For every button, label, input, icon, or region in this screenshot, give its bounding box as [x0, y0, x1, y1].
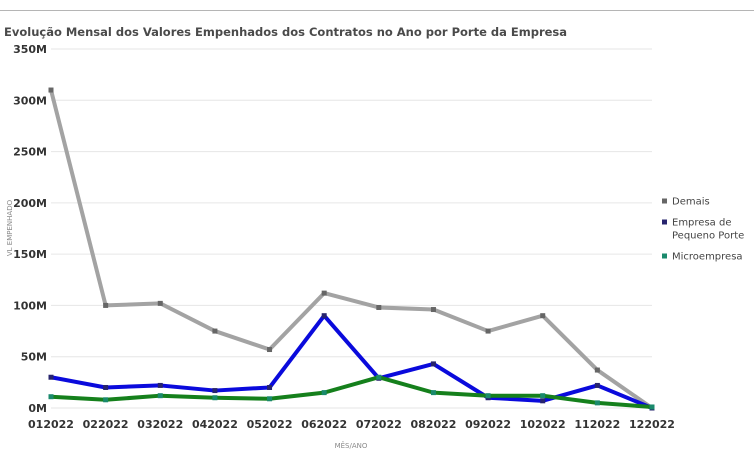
y-axis-ticks: 0M 50M 100M 150M 200M 250M 300M 350M [13, 43, 47, 415]
legend-item[interactable]: Demais [662, 197, 710, 208]
y-tick-label: 100M [13, 299, 47, 312]
series-2 [48, 374, 655, 410]
data-point[interactable] [376, 304, 382, 310]
data-point[interactable] [649, 404, 655, 410]
data-point[interactable] [321, 390, 327, 396]
data-point[interactable] [594, 400, 600, 406]
data-point[interactable] [540, 393, 546, 399]
x-axis-ticks: 012022 022022 032022 042022 052022 062022 0720… [28, 418, 675, 431]
legend-label: Empresa de Pequeno Porte [672, 218, 744, 242]
legend[interactable]: Demais Empresa de Pequeno Porte Microempres… [662, 197, 744, 263]
data-point[interactable] [540, 398, 546, 404]
x-axis-label: MÊS/ANO [335, 441, 368, 450]
x-tick-label: 122022 [629, 418, 675, 431]
x-tick-label: 112022 [574, 418, 620, 431]
legend-label-line: Empresa de [672, 218, 731, 229]
legend-marker [662, 219, 667, 225]
y-axis-label: VL EMPENHADO [6, 199, 14, 256]
series-0 [48, 87, 655, 411]
legend-marker [662, 198, 667, 204]
data-point[interactable] [430, 307, 436, 313]
data-point[interactable] [157, 300, 163, 306]
x-tick-label: 082022 [410, 418, 456, 431]
data-point[interactable] [212, 395, 218, 401]
series-line [49, 375, 654, 409]
y-tick-label: 150M [13, 248, 47, 261]
y-tick-label: 0M [28, 402, 47, 415]
data-point[interactable] [430, 390, 436, 396]
data-point[interactable] [103, 302, 109, 308]
y-tick-label: 300M [13, 94, 47, 107]
data-point[interactable] [103, 397, 109, 403]
legend-item[interactable]: Empresa de Pequeno Porte [662, 218, 744, 242]
data-point[interactable] [212, 328, 218, 334]
data-point[interactable] [485, 393, 491, 399]
data-point[interactable] [267, 396, 273, 402]
data-point[interactable] [376, 374, 382, 380]
data-point[interactable] [157, 393, 163, 399]
x-tick-label: 042022 [192, 418, 238, 431]
data-point[interactable] [485, 328, 491, 334]
data-point[interactable] [212, 388, 218, 394]
legend-item[interactable]: Microempresa [662, 252, 743, 263]
series-lines [48, 87, 655, 411]
legend-marker [662, 253, 667, 259]
data-point[interactable] [594, 367, 600, 373]
chart-title: Evolução Mensal dos Valores Empenhados d… [4, 25, 568, 39]
data-point[interactable] [540, 313, 546, 319]
x-tick-label: 062022 [301, 418, 347, 431]
legend-label: Microempresa [672, 252, 743, 263]
top-divider [0, 10, 754, 11]
y-tick-label: 50M [21, 351, 47, 364]
data-point[interactable] [48, 394, 54, 400]
x-tick-label: 072022 [356, 418, 402, 431]
legend-label: Demais [672, 197, 710, 208]
data-point[interactable] [430, 361, 436, 367]
data-point[interactable] [103, 384, 109, 390]
data-point[interactable] [48, 87, 54, 93]
data-point[interactable] [267, 384, 273, 390]
y-tick-label: 250M [13, 146, 47, 159]
x-tick-label: 032022 [137, 418, 183, 431]
data-point[interactable] [594, 382, 600, 388]
data-point[interactable] [321, 313, 327, 319]
x-tick-label: 012022 [28, 418, 74, 431]
gridlines [51, 48, 652, 409]
y-tick-label: 200M [13, 197, 47, 210]
legend-label-line: Pequeno Porte [672, 231, 744, 242]
data-point[interactable] [48, 374, 54, 380]
x-tick-label: 102022 [520, 418, 566, 431]
data-point[interactable] [321, 290, 327, 296]
data-point[interactable] [157, 382, 163, 388]
series-line [49, 88, 654, 410]
x-tick-label: 052022 [247, 418, 293, 431]
data-point[interactable] [267, 347, 273, 353]
x-tick-label: 092022 [465, 418, 511, 431]
series-line [49, 313, 654, 410]
y-tick-label: 350M [13, 43, 47, 56]
x-tick-label: 022022 [83, 418, 129, 431]
